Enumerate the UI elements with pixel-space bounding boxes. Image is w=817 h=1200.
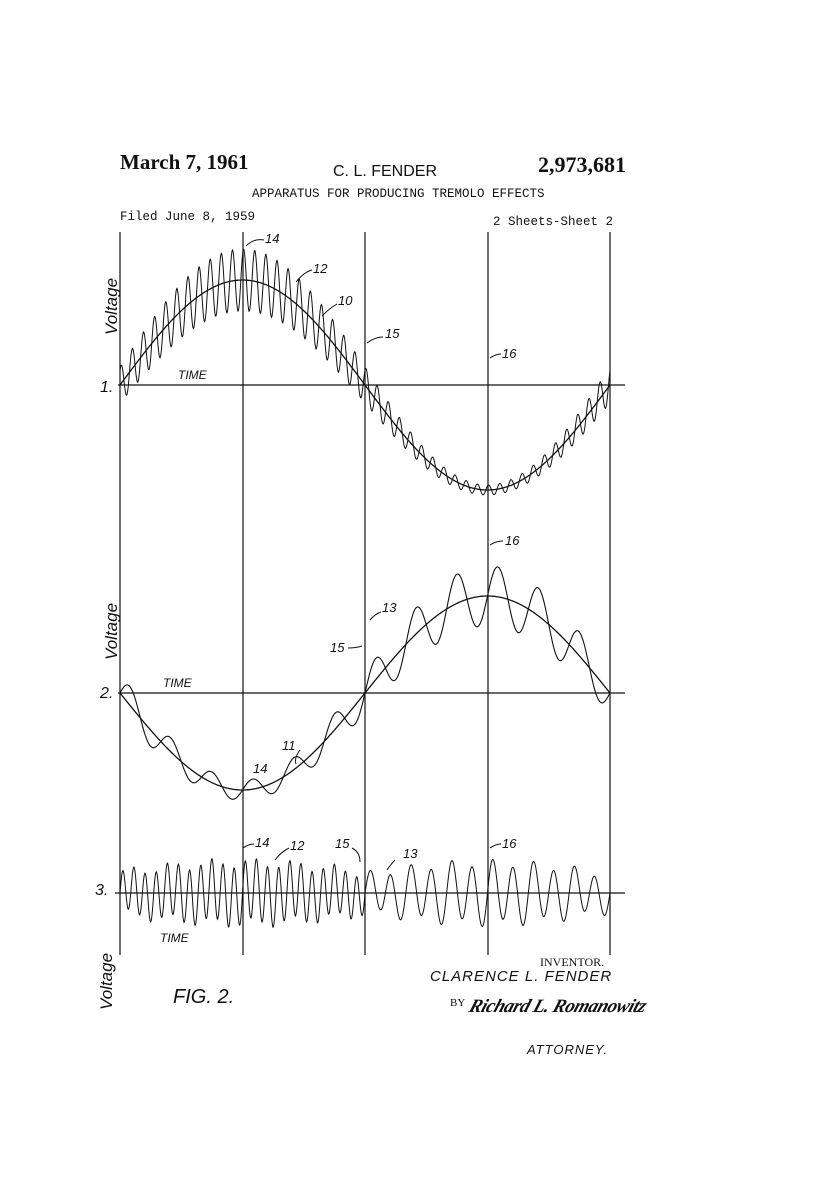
inventor-name: CLARENCE L. FENDER — [430, 968, 613, 985]
figure-label: FIG. 2. — [173, 986, 234, 1008]
inventor-label: INVENTOR. — [540, 955, 605, 969]
x-axis-label-1: TIME — [178, 368, 208, 382]
ref-numeral: 13 — [403, 846, 418, 861]
attorney-signature: Richard L. Romanowitz — [466, 996, 650, 1017]
ref-numeral: 10 — [338, 293, 353, 308]
modulated-signal-1 — [119, 247, 611, 496]
y-axis-label-2: Voltage — [102, 603, 121, 660]
ref-numeral: 15 — [330, 640, 345, 655]
x-axis-label-2: TIME — [163, 676, 193, 690]
waveforms — [119, 247, 611, 929]
grid-lines — [115, 232, 625, 955]
sheet-count: 2 Sheets-Sheet 2 — [493, 215, 614, 229]
ref-numeral: 14 — [253, 761, 267, 776]
patent-title: APPARATUS FOR PRODUCING TREMOLO EFFECTS — [252, 187, 545, 201]
modulated-signal-3 — [119, 857, 611, 929]
y-axis-label-3: Voltage — [97, 953, 116, 1010]
patent-date: March 7, 1961 — [120, 150, 249, 174]
leader-lines — [242, 239, 504, 871]
ref-numeral: 14 — [255, 835, 269, 850]
filed-date: Filed June 8, 1959 — [120, 210, 256, 224]
x-axis-label-3: TIME — [160, 931, 190, 945]
ref-numeral: 15 — [385, 326, 400, 341]
ref-numeral: 16 — [502, 836, 517, 851]
patent-number: 2,973,681 — [538, 152, 626, 177]
ref-numeral: 16 — [505, 533, 520, 548]
ref-numeral: 12 — [313, 261, 328, 276]
ref-numeral: 13 — [382, 600, 397, 615]
modulated-signal-2 — [119, 566, 611, 800]
graph-number-1: 1. — [100, 379, 113, 396]
ref-numeral: 11 — [282, 738, 296, 753]
graph-number-3: 3. — [95, 882, 108, 899]
ref-numeral: 15 — [335, 836, 350, 851]
attorney-label: ATTORNEY. — [527, 1042, 609, 1057]
graph-number-2: 2. — [99, 685, 113, 702]
ref-numeral: 12 — [290, 838, 305, 853]
by-label: BY — [450, 997, 466, 1009]
y-axis-label-1: Voltage — [102, 278, 121, 335]
inventor-header: C. L. FENDER — [333, 163, 438, 180]
ref-numeral: 16 — [502, 346, 517, 361]
ref-numeral: 14 — [265, 231, 279, 246]
